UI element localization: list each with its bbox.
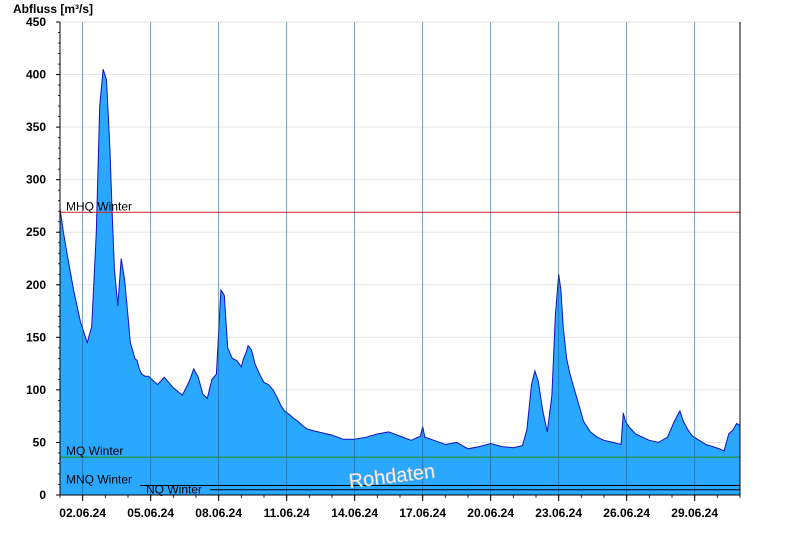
y-tick-label: 50 (33, 435, 47, 449)
y-tick-label: 400 (26, 68, 46, 82)
x-tick-label: 20.06.24 (467, 506, 514, 520)
y-tick-label: 200 (26, 278, 46, 292)
area-layer (59, 69, 741, 496)
series-area (60, 69, 740, 496)
x-tick-label: 26.06.24 (603, 506, 650, 520)
y-tick-label: 350 (26, 120, 46, 134)
reference-line-label: MQ Winter (66, 444, 123, 458)
y-axis-label: Abfluss [m³/s] (13, 2, 93, 16)
y-tick-label: 250 (26, 225, 46, 239)
reference-line-label: NQ Winter (146, 483, 202, 497)
x-tick-label: 23.06.24 (535, 506, 582, 520)
reference-line-label: MNQ Winter (66, 473, 132, 487)
x-tick-label: 05.06.24 (127, 506, 174, 520)
x-tick-label: 29.06.24 (671, 506, 718, 520)
y-tick-label: 450 (26, 15, 46, 29)
x-tick-label: 11.06.24 (264, 506, 310, 520)
x-tick-label: 02.06.24 (59, 506, 106, 520)
x-tick-label: 14.06.24 (331, 506, 378, 520)
x-tick-label: 08.06.24 (195, 506, 242, 520)
reference-line-label: MHQ Winter (66, 199, 132, 213)
y-tick-label: 100 (26, 383, 46, 397)
y-tick-label: 300 (26, 173, 46, 187)
y-tick-label: 150 (26, 330, 46, 344)
reference-lines-layer: MHQ Winter MQ Winter MNQ Winter NQ Winter (60, 199, 740, 497)
y-tick-label: 0 (39, 488, 46, 502)
x-tick-label: 17.06.24 (399, 506, 446, 520)
axis-layer: 0 50 100 150 200 250 300 350 400 450 02.06.24 05.06… (26, 15, 741, 520)
series-line (59, 69, 741, 452)
